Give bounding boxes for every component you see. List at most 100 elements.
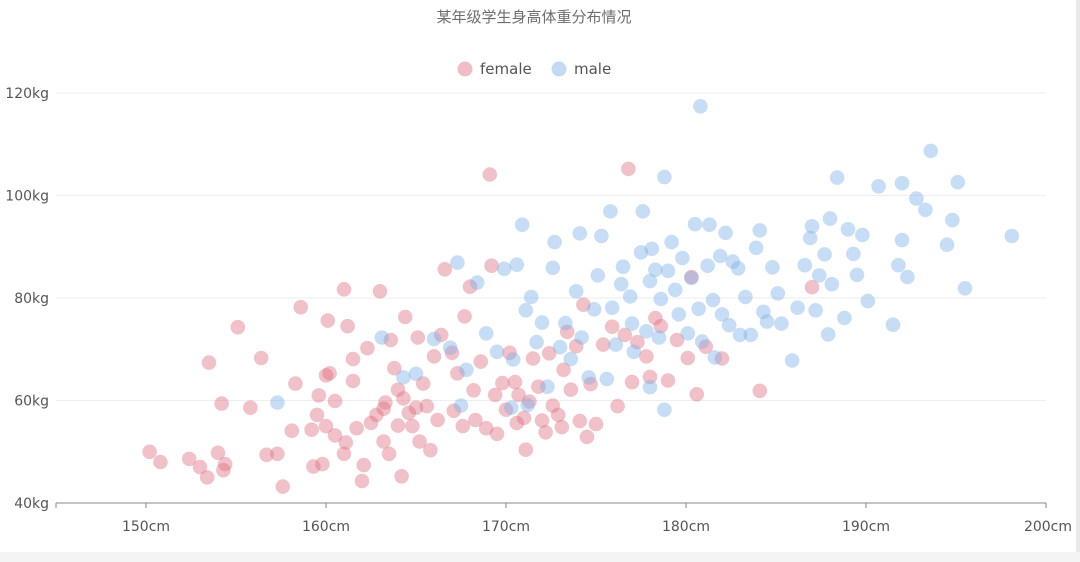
point-female[interactable] xyxy=(511,387,526,403)
point-male[interactable] xyxy=(950,174,966,190)
point-female[interactable] xyxy=(572,413,588,429)
point-female[interactable] xyxy=(412,434,427,449)
point-male[interactable] xyxy=(489,344,505,360)
point-female[interactable] xyxy=(423,442,438,458)
point-female[interactable] xyxy=(804,279,820,295)
point-female[interactable] xyxy=(216,462,231,478)
point-female[interactable] xyxy=(482,167,498,182)
point-female[interactable] xyxy=(397,309,413,325)
point-male[interactable] xyxy=(408,366,424,382)
point-male[interactable] xyxy=(797,257,813,273)
point-male[interactable] xyxy=(642,273,658,289)
point-female[interactable] xyxy=(473,354,489,369)
point-male[interactable] xyxy=(568,284,584,299)
point-male[interactable] xyxy=(712,248,728,264)
point-male[interactable] xyxy=(808,303,823,318)
point-female[interactable] xyxy=(401,405,417,421)
point-female[interactable] xyxy=(509,415,525,431)
point-female[interactable] xyxy=(752,383,768,399)
point-female[interactable] xyxy=(153,454,168,470)
point-female[interactable] xyxy=(253,350,269,366)
point-male[interactable] xyxy=(505,352,521,367)
point-male[interactable] xyxy=(552,339,568,355)
point-female[interactable] xyxy=(327,393,343,409)
point-male[interactable] xyxy=(817,247,832,262)
point-female[interactable] xyxy=(487,387,503,403)
point-male[interactable] xyxy=(680,326,696,341)
point-male[interactable] xyxy=(572,226,588,241)
point-male[interactable] xyxy=(653,291,669,307)
point-male[interactable] xyxy=(759,314,775,329)
point-female[interactable] xyxy=(624,374,640,390)
point-male[interactable] xyxy=(603,204,618,219)
point-female[interactable] xyxy=(336,446,352,462)
point-female[interactable] xyxy=(550,407,566,423)
point-female[interactable] xyxy=(199,470,215,485)
point-female[interactable] xyxy=(336,282,352,297)
point-male[interactable] xyxy=(635,204,651,219)
point-male[interactable] xyxy=(811,268,827,283)
point-female[interactable] xyxy=(446,403,462,419)
point-male[interactable] xyxy=(547,234,562,250)
point-female[interactable] xyxy=(630,334,645,350)
point-female[interactable] xyxy=(559,324,575,340)
point-male[interactable] xyxy=(725,254,741,269)
point-male[interactable] xyxy=(957,281,973,296)
point-male[interactable] xyxy=(871,179,886,194)
point-female[interactable] xyxy=(525,351,541,366)
point-male[interactable] xyxy=(700,258,715,274)
point-male[interactable] xyxy=(790,300,805,316)
point-female[interactable] xyxy=(327,428,343,443)
point-male[interactable] xyxy=(909,191,924,206)
point-female[interactable] xyxy=(541,346,557,361)
point-male[interactable] xyxy=(691,301,706,317)
point-female[interactable] xyxy=(259,447,274,463)
point-female[interactable] xyxy=(376,434,391,449)
point-male[interactable] xyxy=(804,219,820,234)
point-female[interactable] xyxy=(516,410,532,426)
point-male[interactable] xyxy=(504,400,519,416)
point-female[interactable] xyxy=(230,319,246,335)
point-male[interactable] xyxy=(660,263,676,279)
point-male[interactable] xyxy=(529,334,544,350)
point-female[interactable] xyxy=(680,350,696,366)
point-male[interactable] xyxy=(860,293,876,309)
point-male[interactable] xyxy=(613,276,629,292)
point-female[interactable] xyxy=(450,366,465,381)
point-female[interactable] xyxy=(396,391,411,406)
point-male[interactable] xyxy=(644,241,660,257)
point-male[interactable] xyxy=(939,237,955,252)
point-male[interactable] xyxy=(651,330,667,345)
point-female[interactable] xyxy=(430,412,445,428)
point-female[interactable] xyxy=(345,351,361,367)
point-female[interactable] xyxy=(684,269,699,285)
point-female[interactable] xyxy=(437,262,453,277)
point-male[interactable] xyxy=(657,402,672,418)
point-female[interactable] xyxy=(698,339,714,355)
point-female[interactable] xyxy=(489,426,505,442)
point-female[interactable] xyxy=(293,299,309,315)
point-male[interactable] xyxy=(923,143,939,159)
point-female[interactable] xyxy=(556,362,571,378)
point-female[interactable] xyxy=(288,376,303,391)
point-female[interactable] xyxy=(378,395,393,410)
point-female[interactable] xyxy=(689,387,705,402)
point-male[interactable] xyxy=(459,362,474,378)
point-female[interactable] xyxy=(390,418,406,433)
point-male[interactable] xyxy=(732,327,748,343)
point-female[interactable] xyxy=(372,284,388,299)
point-female[interactable] xyxy=(595,337,611,352)
point-female[interactable] xyxy=(201,355,217,370)
point-female[interactable] xyxy=(621,161,636,177)
point-male[interactable] xyxy=(523,289,539,305)
point-male[interactable] xyxy=(514,217,530,232)
point-female[interactable] xyxy=(275,479,291,494)
point-male[interactable] xyxy=(558,315,573,331)
point-male[interactable] xyxy=(824,276,840,292)
point-male[interactable] xyxy=(784,353,800,368)
point-male[interactable] xyxy=(639,324,654,339)
point-female[interactable] xyxy=(502,345,517,361)
point-male[interactable] xyxy=(1004,228,1020,244)
point-male[interactable] xyxy=(687,216,703,232)
point-female[interactable] xyxy=(468,412,483,428)
